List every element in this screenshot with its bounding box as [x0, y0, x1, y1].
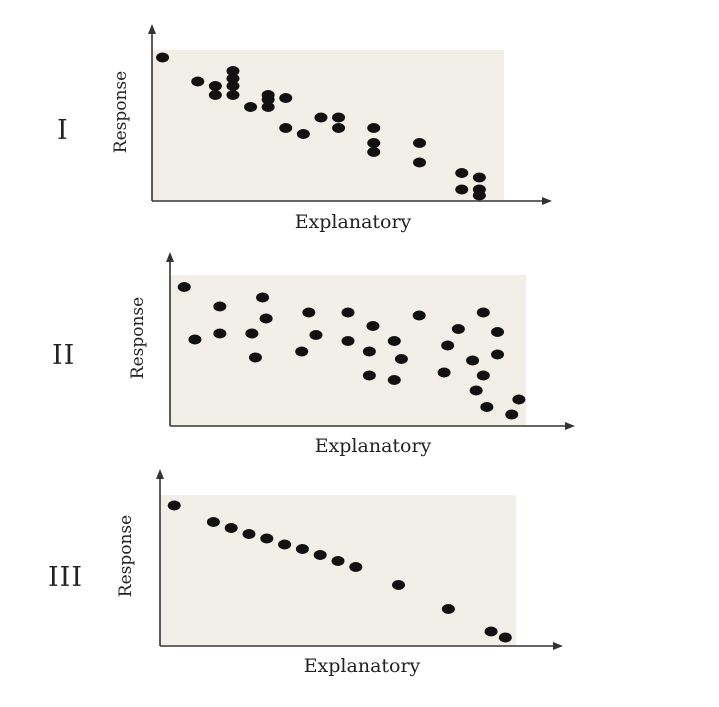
scatter-point-II-16 — [362, 370, 376, 381]
scatter-point-III-2 — [206, 517, 220, 527]
scatter-point-II-24 — [469, 385, 483, 396]
scatter-point-I-15 — [296, 129, 310, 139]
scatter-point-I-2 — [191, 76, 205, 87]
scatter-point-I-3 — [208, 81, 222, 91]
x-arrow-III — [553, 642, 563, 650]
scatter-point-I-22 — [413, 138, 427, 148]
scatter-point-II-4 — [213, 328, 227, 339]
panel-label-III: III — [48, 562, 83, 593]
scatter-point-II-1 — [177, 282, 191, 292]
scatter-point-II-2 — [188, 334, 202, 345]
x-arrow-II — [565, 422, 575, 430]
scatter-point-II-26 — [476, 307, 490, 318]
plot-area-III — [160, 495, 516, 645]
scatter-point-I-7 — [208, 90, 222, 100]
scatter-point-II-3 — [213, 301, 227, 312]
scatter-point-II-20 — [412, 310, 426, 321]
scatter-point-III-7 — [295, 544, 309, 554]
scatter-point-II-10 — [302, 307, 316, 318]
scatter-point-I-14 — [279, 123, 293, 133]
scatter-point-III-8 — [313, 550, 327, 560]
scatter-point-III-9 — [331, 556, 345, 566]
scatter-point-II-29 — [491, 349, 505, 360]
scatter-point-I-27 — [472, 184, 486, 195]
scatter-point-I-6 — [226, 81, 240, 91]
scatter-point-II-27 — [476, 370, 490, 381]
scatter-point-I-24 — [455, 168, 469, 178]
scatter-point-III-1 — [167, 500, 181, 511]
scatter-point-III-14 — [498, 632, 512, 643]
x-axis-label-III: Explanatory — [304, 655, 421, 677]
scatter-point-II-21 — [437, 367, 451, 378]
scatter-point-II-19 — [394, 354, 408, 364]
scatter-point-I-25 — [472, 172, 486, 183]
y-axis-label-III: Response — [116, 515, 136, 597]
scatter-point-II-5 — [245, 328, 259, 339]
x-axis-label-II: Explanatory — [315, 435, 432, 457]
scatter-point-I-28 — [472, 190, 486, 201]
scatter-point-I-23 — [413, 157, 427, 168]
scatter-point-I-17 — [332, 112, 346, 123]
markers-II — [177, 282, 526, 420]
scatter-point-I-9 — [244, 102, 258, 112]
scatter-point-I-8 — [226, 90, 240, 100]
panel-label-I: I — [57, 115, 69, 146]
scatter-point-II-7 — [256, 292, 270, 303]
x-axis-label-I: Explanatory — [295, 211, 412, 233]
scatter-point-I-1 — [156, 52, 170, 63]
scatter-point-III-5 — [260, 533, 274, 544]
scatter-point-III-11 — [392, 580, 406, 590]
scatter-point-II-11 — [309, 330, 323, 340]
scatter-point-I-26 — [455, 184, 469, 195]
scatter-point-I-20 — [367, 138, 381, 148]
scatter-point-II-15 — [362, 346, 376, 357]
scatter-point-II-6 — [248, 352, 262, 363]
scatter-point-I-11 — [261, 94, 275, 105]
markers-I — [156, 52, 486, 201]
scatter-point-III-13 — [484, 626, 498, 637]
scatter-point-III-4 — [242, 529, 256, 539]
y-axis-label-II: Response — [128, 297, 148, 379]
scatter-point-II-30 — [480, 402, 494, 412]
scatter-point-II-8 — [259, 313, 273, 324]
scatter-point-I-13 — [279, 93, 293, 103]
y-arrow-I — [148, 24, 156, 34]
scatter-point-II-28 — [491, 327, 505, 337]
scatter-point-II-14 — [366, 321, 380, 331]
scatter-point-III-3 — [224, 523, 238, 533]
plot-area-II — [170, 275, 526, 425]
scatter-point-III-12 — [441, 604, 455, 614]
scatter-point-I-4 — [226, 66, 240, 76]
scatter-point-II-17 — [387, 336, 401, 346]
scatter-point-I-16 — [314, 112, 328, 123]
panel-label-II: II — [52, 340, 76, 371]
scatter-point-II-31 — [505, 409, 519, 420]
scatter-point-I-12 — [261, 90, 275, 100]
y-arrow-III — [156, 469, 164, 479]
scatter-point-I-5 — [226, 73, 240, 84]
scatter-point-II-12 — [341, 307, 355, 318]
scatter-point-III-10 — [349, 562, 363, 572]
x-arrow-I — [542, 197, 552, 205]
scatter-point-II-9 — [295, 346, 309, 357]
scatter-point-I-10 — [261, 102, 275, 112]
scatter-point-II-32 — [512, 394, 526, 405]
scatter-point-II-23 — [451, 324, 465, 334]
markers-III — [167, 500, 512, 643]
plot-area-I — [152, 50, 504, 200]
scatter-point-I-19 — [367, 123, 381, 133]
scatter-point-I-21 — [367, 147, 381, 157]
scatter-point-III-6 — [278, 539, 292, 550]
scatter-point-II-13 — [341, 336, 355, 346]
scatter-point-II-22 — [441, 340, 455, 351]
y-arrow-II — [166, 252, 174, 262]
scatter-point-I-18 — [332, 123, 346, 133]
scatter-point-II-18 — [387, 375, 401, 385]
scatter-point-II-25 — [466, 355, 480, 366]
y-axis-label-I: Response — [111, 71, 131, 153]
